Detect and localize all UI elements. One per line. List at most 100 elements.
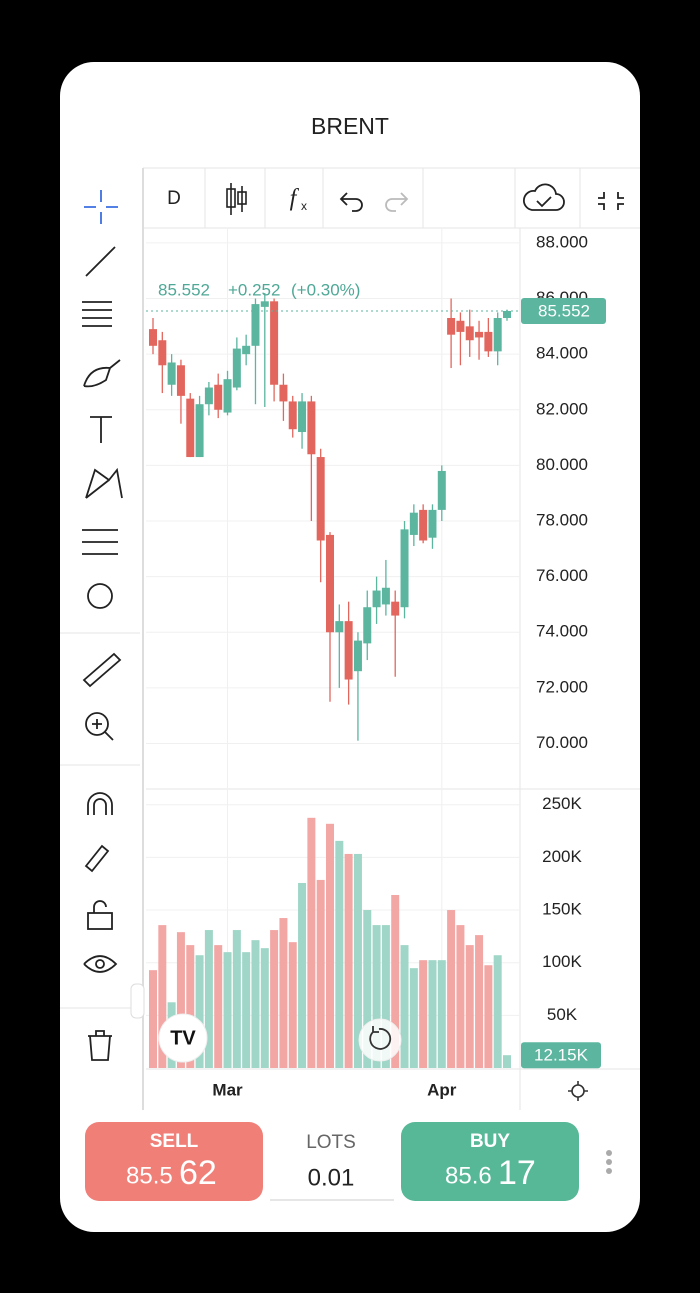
- candle-body: [447, 317, 456, 335]
- candle-body: [409, 512, 418, 535]
- y-tick-label: 84.000: [536, 344, 588, 363]
- volume-bar: [419, 960, 428, 1068]
- candle-body: [353, 640, 362, 672]
- volume-bar: [447, 910, 456, 1068]
- prediction-tool[interactable]: [82, 529, 118, 555]
- y-tick-label: 82.000: [536, 399, 588, 418]
- tv-logo[interactable]: TV: [158, 1013, 208, 1063]
- candle-body: [465, 326, 474, 341]
- legend-change-pct: (+0.30%): [291, 280, 360, 299]
- brush-tool[interactable]: [83, 359, 121, 388]
- buy-price-main: 85.6: [445, 1162, 492, 1189]
- redo-button[interactable]: [385, 192, 409, 212]
- volume-bar: [493, 955, 502, 1068]
- volume-bar: [307, 817, 316, 1068]
- pattern-tool[interactable]: [85, 467, 123, 499]
- candle-body: [428, 509, 437, 538]
- indicators-button[interactable]: f: [290, 186, 300, 212]
- volume-bar: [400, 945, 409, 1068]
- last-price-tag: [521, 297, 606, 324]
- volume-bar: [242, 952, 251, 1068]
- buy-label: BUY: [470, 1131, 510, 1152]
- volume-bar: [344, 853, 353, 1068]
- candle-body: [288, 401, 297, 430]
- svg-text:TV: TV: [170, 1027, 196, 1049]
- candle-body: [335, 621, 344, 633]
- candle-body: [251, 304, 260, 346]
- last-price-label: 85.552: [538, 301, 590, 320]
- volume-bar: [288, 942, 297, 1068]
- magnet-tool[interactable]: [87, 792, 113, 815]
- sell-button[interactable]: [85, 1122, 263, 1201]
- candle-body: [391, 601, 400, 616]
- plot: 70.000 72.000 74.000 76.000 78.000 80.000 82.0…: [146, 229, 606, 1099]
- candle-body: [456, 320, 465, 332]
- candle-body: [419, 509, 428, 541]
- reset-button[interactable]: [358, 1018, 402, 1062]
- y-tick-label: 76.000: [536, 566, 588, 585]
- volume-bar: [176, 932, 185, 1068]
- title: BRENT: [311, 113, 389, 139]
- lots-input[interactable]: 0.01: [308, 1164, 355, 1191]
- emoji-tool[interactable]: [87, 583, 113, 609]
- buy-price-pips: 17: [498, 1154, 536, 1192]
- volume-bar: [186, 945, 195, 1068]
- settings-button-ring: [571, 1084, 585, 1098]
- candle-body: [316, 457, 325, 541]
- volume-tag: [521, 1042, 601, 1069]
- more-button[interactable]: [606, 1150, 612, 1174]
- sell-price-main: 85.5: [126, 1162, 173, 1189]
- volume-bar: [372, 925, 381, 1068]
- y-tick-label: 74.000: [536, 622, 588, 641]
- candle-body: [475, 331, 484, 338]
- top-toolbar: [143, 167, 640, 229]
- cloud-button[interactable]: [523, 183, 565, 211]
- volume-bar: [260, 948, 269, 1068]
- volume-bar: [465, 945, 474, 1068]
- volume-bar: [149, 970, 157, 1068]
- zoom-tool[interactable]: [85, 712, 109, 736]
- ruler-tool[interactable]: [82, 652, 122, 688]
- sell-price-pips: 62: [179, 1154, 217, 1192]
- candle-body: [158, 340, 167, 366]
- candle-body: [214, 384, 223, 410]
- toolbar-collapse-handle[interactable]: [130, 983, 145, 1019]
- lock-tool[interactable]: [87, 912, 113, 930]
- candle-body: [400, 529, 409, 608]
- candle-body: [298, 401, 307, 433]
- crosshair-tool[interactable]: [84, 190, 118, 224]
- y-tick-label: 88.000: [536, 232, 588, 251]
- candle-body: [493, 317, 502, 352]
- chart-type-button[interactable]: [226, 183, 247, 215]
- volume-bar: [456, 925, 465, 1068]
- delete-tool[interactable]: [88, 1030, 112, 1061]
- y-tick-label: 100K: [542, 952, 582, 971]
- candle-body: [149, 329, 157, 346]
- candle-body: [270, 301, 279, 385]
- trendline-tool[interactable]: [85, 246, 116, 277]
- fullscreen-button[interactable]: [598, 192, 624, 210]
- text-tool[interactable]: [90, 416, 112, 443]
- volume-bar: [316, 879, 325, 1068]
- buy-button[interactable]: [401, 1122, 579, 1201]
- interval-button[interactable]: D: [167, 188, 181, 209]
- fib-tool[interactable]: [82, 301, 112, 327]
- y-tick-label: 72.000: [536, 677, 588, 696]
- candle-body: [381, 587, 390, 605]
- volume-value-label: 12.15K: [534, 1046, 589, 1065]
- candle-body: [242, 345, 251, 355]
- volume-bar: [503, 1055, 511, 1068]
- undo-button[interactable]: [339, 192, 363, 212]
- volume-bar: [353, 853, 362, 1068]
- candle-body: [503, 310, 511, 318]
- hide-tool[interactable]: [83, 955, 118, 973]
- y-tick-label: 80.000: [536, 455, 588, 474]
- candle-body: [279, 384, 288, 402]
- candle-body: [484, 331, 493, 352]
- candle-body: [307, 401, 316, 455]
- volume-bar: [475, 935, 484, 1068]
- lock-drawing-tool[interactable]: [84, 844, 110, 873]
- candle-body: [363, 607, 372, 644]
- volume-bar: [251, 940, 260, 1068]
- candle-body: [223, 379, 232, 413]
